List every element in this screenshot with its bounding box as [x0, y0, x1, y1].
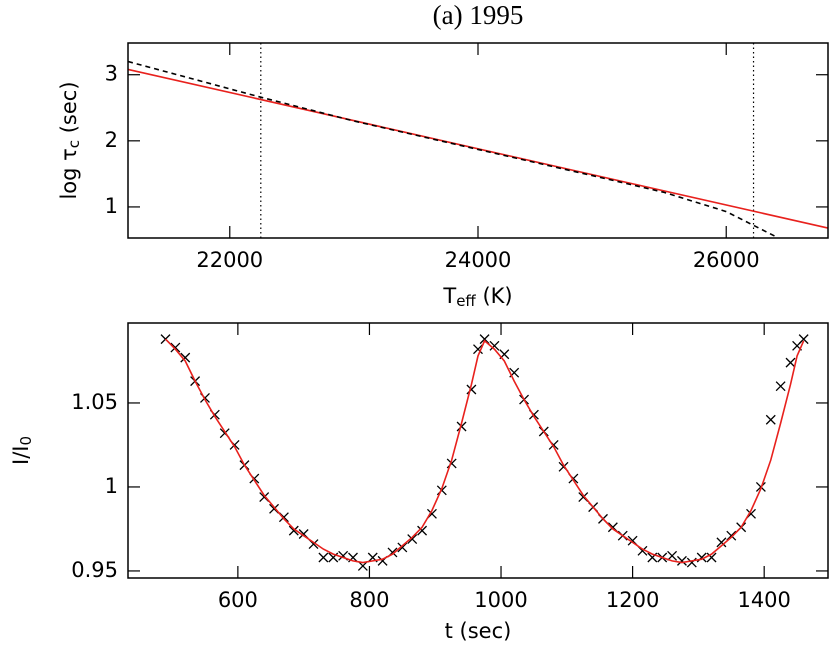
data-point [456, 421, 467, 432]
y-tick-label: 2 [105, 128, 118, 152]
y-axis-label-part: I/I [9, 446, 33, 465]
data-point [473, 344, 483, 355]
x-axis-label: t (sec) [445, 619, 512, 643]
data-point [716, 537, 727, 548]
x-tick-label: 800 [349, 588, 389, 612]
y-axis-label-part: log τ [57, 148, 81, 199]
y-tick-label: 1 [105, 474, 118, 498]
data-point [775, 381, 786, 392]
x-axis-label-part: t (sec) [445, 619, 512, 643]
data-point [489, 340, 500, 351]
x-tick-label: 26000 [693, 248, 760, 272]
y-tick-label: 1 [105, 194, 118, 218]
y-tick-label: 0.95 [71, 558, 118, 582]
x-tick-label: 1400 [737, 588, 790, 612]
data-point [170, 342, 181, 353]
data-point [726, 530, 737, 541]
data-point [417, 525, 428, 536]
x-axis-label-part: T [442, 284, 456, 308]
x-tick-label: 1000 [474, 588, 527, 612]
data-point [318, 552, 329, 563]
data-point [407, 534, 418, 544]
data-point [765, 414, 776, 425]
plot-frame [127, 42, 829, 239]
data-point [288, 525, 299, 536]
x-tick-label: 24000 [445, 248, 512, 272]
data-point [686, 557, 697, 568]
data-point [667, 550, 678, 561]
y-axis-label-subscript: c [65, 140, 83, 148]
chart-title: (a) 1995 [433, 0, 524, 30]
data-point [466, 384, 477, 395]
x-axis-label: Teff (K) [442, 284, 512, 310]
y-tick-label: 1.05 [71, 390, 118, 414]
data-point [479, 334, 490, 345]
data-point [785, 357, 796, 368]
x-axis-label-subscript: eff [456, 292, 476, 310]
data-point [798, 334, 809, 345]
data-line [127, 60, 777, 238]
y-axis-label: log τc (sec) [57, 81, 83, 199]
data-point [357, 560, 368, 571]
x-axis-label-part: (K) [476, 284, 513, 308]
data-point [706, 552, 717, 563]
data-line [164, 338, 805, 564]
y-tick-label: 3 [105, 62, 118, 86]
x-tick-label: 1200 [606, 588, 659, 612]
y-axis-label-subscript: 0 [17, 436, 35, 446]
data-point [397, 542, 408, 553]
y-axis-label-part: (sec) [57, 81, 81, 139]
data-point [180, 352, 191, 363]
x-tick-label: 600 [218, 588, 258, 612]
y-axis-label: I/I0 [9, 436, 35, 465]
data-point [676, 555, 687, 566]
x-tick-label: 22000 [196, 248, 263, 272]
plot-frame [127, 322, 829, 579]
